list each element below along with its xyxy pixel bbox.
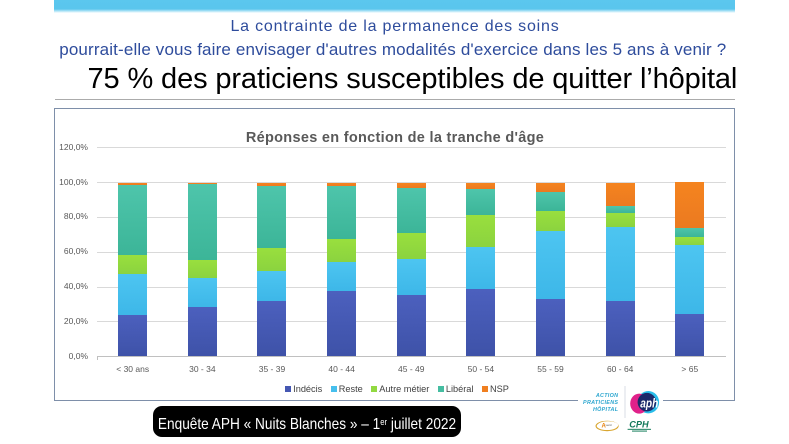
svg-text:A: A xyxy=(602,423,607,429)
svg-text:ACTION: ACTION xyxy=(595,393,618,399)
svg-text:HÔPITAL: HÔPITAL xyxy=(593,405,618,413)
svg-text:PRATICIENS: PRATICIENS xyxy=(583,400,618,406)
svg-text:venir: venir xyxy=(606,423,613,427)
svg-text:CPH: CPH xyxy=(629,420,649,430)
svg-text:aph: aph xyxy=(640,396,658,410)
